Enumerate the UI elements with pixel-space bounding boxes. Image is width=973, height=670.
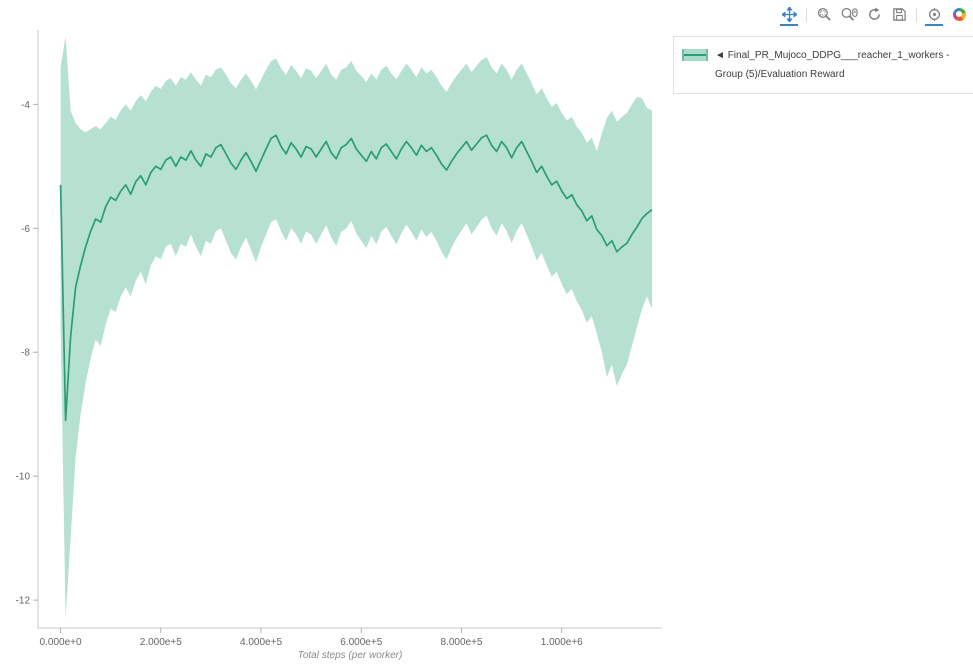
legend-swatch — [682, 49, 708, 61]
legend-series-name: Final_PR_Mujoco_DDPG___reacher_1_workers… — [715, 50, 950, 80]
bokeh-logo-center — [956, 11, 962, 17]
box-zoom-tool-icon[interactable] — [815, 4, 833, 26]
svg-text:6.000e+5: 6.000e+5 — [340, 637, 382, 648]
legend-label: ◄ Final_PR_Mujoco_DDPG___reacher_1_worke… — [715, 46, 968, 84]
svg-text:1.000e+6: 1.000e+6 — [541, 637, 583, 648]
svg-text:-4: -4 — [21, 100, 30, 111]
x-axis-title: Total steps (per worker) — [297, 650, 403, 661]
wheel-zoom-tool-icon[interactable] — [840, 4, 858, 26]
svg-text:-8: -8 — [21, 348, 30, 359]
toolbar-separator — [916, 8, 917, 22]
svg-text:-6: -6 — [21, 224, 30, 235]
bokeh-logo-icon[interactable] — [950, 4, 968, 26]
svg-text:4.000e+5: 4.000e+5 — [240, 637, 282, 648]
svg-text:-10: -10 — [16, 472, 31, 483]
hover-tool-icon[interactable] — [925, 4, 943, 26]
toolbar — [780, 4, 968, 26]
svg-text:0.000e+0: 0.000e+0 — [40, 637, 82, 648]
plot-area[interactable]: 0.000e+0 2.000e+5 4.000e+5 6.000e+5 8.000e+5… — [0, 0, 700, 670]
pan-tool-icon[interactable] — [780, 4, 798, 26]
toolbar-separator — [806, 8, 807, 22]
reset-tool-icon[interactable] — [865, 4, 883, 26]
legend-line-sample — [684, 54, 706, 56]
svg-text:2.000e+5: 2.000e+5 — [140, 637, 182, 648]
svg-text:-12: -12 — [16, 596, 31, 607]
legend[interactable]: ◄ Final_PR_Mujoco_DDPG___reacher_1_worke… — [673, 36, 973, 94]
legend-marker: ◄ — [715, 50, 725, 61]
bokeh-logo-ring — [952, 7, 966, 21]
save-tool-icon[interactable] — [890, 4, 908, 26]
svg-text:8.000e+5: 8.000e+5 — [441, 637, 483, 648]
